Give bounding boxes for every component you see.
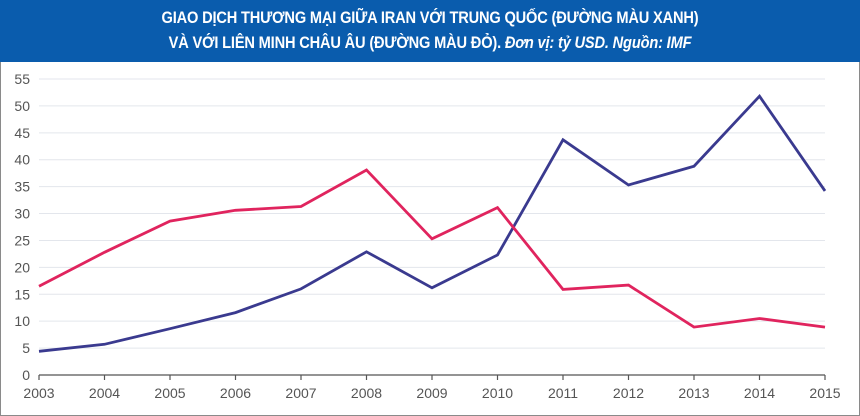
y-tick-label: 10 <box>14 313 30 329</box>
chart-title-line-1: GIAO DỊCH THƯƠNG MẠI GIỮA IRAN VỚI TRUNG… <box>161 8 699 27</box>
china-trade-line <box>38 93 827 353</box>
x-tick-label: 2013 <box>678 385 709 401</box>
chart-title-line-2: VÀ VỚI LIÊN MINH CHÂU ÂU (ĐƯỜNG MÀU ĐỎ).… <box>60 31 800 55</box>
y-tick-label: 35 <box>14 179 30 195</box>
y-tick-label: 5 <box>22 340 30 356</box>
grid-lines <box>39 78 825 349</box>
y-tick-label: 30 <box>14 206 30 222</box>
y-tick-label: 15 <box>14 286 30 302</box>
x-tick-label: 2015 <box>809 385 840 401</box>
x-tick-label: 2004 <box>89 385 120 401</box>
y-tick-label: 0 <box>22 367 30 383</box>
y-tick-label: 40 <box>14 152 30 168</box>
chart-title-banner: GIAO DỊCH THƯƠNG MẠI GIỮA IRAN VỚI TRUNG… <box>0 0 860 62</box>
x-axis: 2003 2004 2005 2006 2007 2008 2009 2010 2011 2012… <box>23 374 841 401</box>
y-tick-label: 20 <box>14 259 30 275</box>
x-tick-label: 2011 <box>548 385 578 401</box>
x-tick-label: 2014 <box>744 385 775 401</box>
x-tick-label: 2009 <box>416 385 447 401</box>
x-tick-label: 2005 <box>154 385 185 401</box>
chart-title-line-2-main: VÀ VỚI LIÊN MINH CHÂU ÂU (ĐƯỜNG MÀU ĐỎ). <box>168 33 502 52</box>
x-tick-label: 2007 <box>285 385 316 401</box>
x-tick-label: 2012 <box>613 385 644 401</box>
data-series <box>38 93 827 353</box>
x-tick-label: 2008 <box>351 385 382 401</box>
y-tick-label: 45 <box>14 125 30 141</box>
eu-trade-line <box>38 168 826 329</box>
x-tick-label: 2010 <box>482 385 513 401</box>
x-tick-label: 2006 <box>220 385 251 401</box>
chart-title-unit-source: Đơn vị: tỷ USD. Nguồn: IMF <box>500 33 692 52</box>
y-tick-label: 55 <box>14 71 30 87</box>
x-tick-label: 2003 <box>23 385 54 401</box>
y-axis-labels: 0 5 10 15 20 25 30 35 40 45 50 55 <box>14 71 30 383</box>
y-tick-label: 25 <box>14 232 30 248</box>
y-tick-label: 50 <box>14 98 30 114</box>
